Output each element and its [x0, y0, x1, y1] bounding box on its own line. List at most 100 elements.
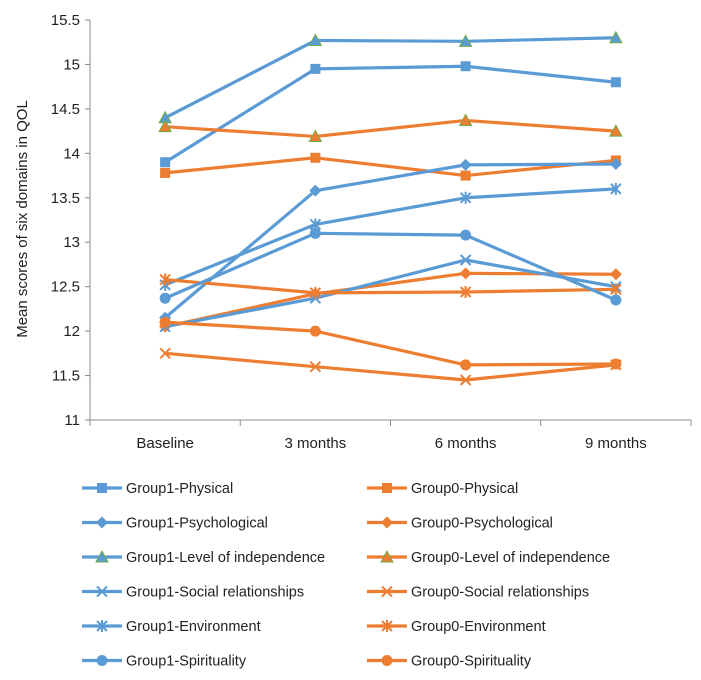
series-line [164, 156, 617, 178]
series-line [164, 258, 617, 329]
data-point [609, 268, 622, 281]
data-point [310, 63, 321, 74]
data-point [310, 152, 321, 163]
legend-swatch-marker [96, 655, 108, 666]
series-group0-social-relationships [159, 347, 622, 386]
data-point [460, 229, 472, 241]
x-tick-label: 3 months [285, 435, 347, 452]
series-line [164, 277, 616, 295]
data-point [459, 286, 472, 298]
y-tick-label: 13 [63, 234, 80, 251]
legend-swatch-marker [381, 655, 393, 666]
series-line [164, 64, 617, 164]
data-point [610, 358, 622, 370]
series-group0-psychological [159, 267, 622, 333]
data-point [610, 294, 622, 306]
data-point [309, 360, 322, 373]
data-point [460, 359, 472, 371]
axes: 11 11.5 12 12.5 13 13.5 14 14.5 15 15.5 Baseline 3 … [51, 12, 692, 452]
legend-label: Group0-Environment [411, 619, 546, 635]
data-point [459, 254, 472, 266]
data-point [308, 129, 323, 142]
legend-label: Group1-Psychological [126, 516, 268, 532]
legend-swatch-marker [381, 620, 393, 632]
legend-item-group1-level-of-independence: Group1-Level of independence [82, 549, 325, 566]
legend-label: Group1-Spirituality [126, 654, 247, 670]
data-point [459, 374, 472, 386]
data-point [159, 273, 171, 286]
legend-item-group1-social-relationships: Group1-Social relationships [82, 585, 304, 601]
legend-swatch-marker [95, 549, 109, 563]
legend-label: Group1-Level of independence [126, 550, 325, 566]
x-tick-label: 6 months [435, 435, 497, 452]
legend-item-group1-psychological: Group1-Psychological [82, 516, 268, 532]
legend-label: Group0-Level of independence [411, 550, 610, 566]
data-point [460, 61, 471, 72]
legend-item-group1-spirituality: Group1-Spirituality [82, 654, 247, 670]
data-point [309, 227, 321, 239]
legend-label: Group0-Psychological [411, 516, 553, 532]
series-line [164, 351, 617, 382]
y-tick-label: 11 [64, 412, 80, 429]
data-point [609, 30, 623, 44]
data-point [159, 292, 171, 304]
data-point [159, 316, 171, 328]
y-axis-title: Mean scores of six domains in QOL [14, 100, 31, 338]
legend-item-group0-environment: Group0-Environment [367, 619, 546, 635]
data-point [459, 267, 472, 280]
y-tick-label: 11.5 [52, 368, 80, 385]
legend-item-group0-psychological: Group0-Psychological [367, 516, 553, 532]
data-point [309, 286, 322, 299]
data-point [159, 347, 171, 360]
legend-label: Group1-Social relationships [126, 585, 304, 601]
y-tick-label: 12.5 [51, 279, 80, 296]
legend-label: Group1-Environment [126, 619, 261, 635]
legend-label: Group0-Spirituality [411, 654, 532, 670]
data-point [459, 158, 472, 171]
series-group0-spirituality [159, 316, 622, 371]
legend-item-group1-physical: Group1-Physical [82, 481, 233, 497]
y-tick-label: 15 [63, 56, 80, 73]
series-group1-spirituality [159, 227, 622, 306]
series-line [164, 187, 616, 287]
legend-swatch-marker [96, 516, 108, 529]
series-line [164, 231, 617, 302]
y-tick-label: 13.5 [51, 190, 80, 207]
legend-item-group0-level-of-independence: Group0-Level of independence [367, 549, 610, 566]
legend-swatch-marker [96, 585, 108, 598]
legend-swatch-marker [381, 516, 393, 529]
legend-swatch-marker [382, 483, 392, 493]
legend-label: Group0-Physical [411, 481, 518, 497]
x-tick-label: 9 months [585, 435, 647, 452]
legend-swatch-marker [96, 620, 108, 632]
legend-swatch-marker [97, 483, 107, 493]
data-point [160, 167, 171, 178]
legend-item-group0-spirituality: Group0-Spirituality [367, 654, 532, 670]
series-line [164, 162, 616, 319]
x-tick-label: Baseline [136, 435, 194, 452]
legend-label: Group1-Physical [126, 481, 233, 497]
data-point [309, 184, 322, 197]
data-point [458, 34, 473, 47]
y-tick-label: 14 [63, 145, 80, 162]
data-point [160, 157, 171, 168]
data-point [458, 113, 473, 126]
y-tick-label: 12 [63, 323, 80, 340]
series-line [165, 320, 616, 367]
series-group1-psychological [159, 158, 622, 324]
y-tick-label: 15.5 [51, 12, 80, 29]
series-line [165, 118, 616, 139]
data-point [460, 170, 471, 181]
legend: Group1-Physical Group0-Physical Group1-Psy… [82, 481, 610, 670]
series-group1-level-of-independence [158, 30, 623, 124]
data-point [610, 77, 621, 88]
data-point [459, 191, 472, 204]
data-point [308, 33, 323, 46]
legend-item-group1-environment: Group1-Environment [82, 619, 261, 635]
legend-label: Group0-Social relationships [411, 585, 589, 601]
series-group1-physical [160, 61, 621, 168]
legend-item-group0-physical: Group0-Physical [367, 481, 518, 497]
data-point [610, 182, 622, 195]
